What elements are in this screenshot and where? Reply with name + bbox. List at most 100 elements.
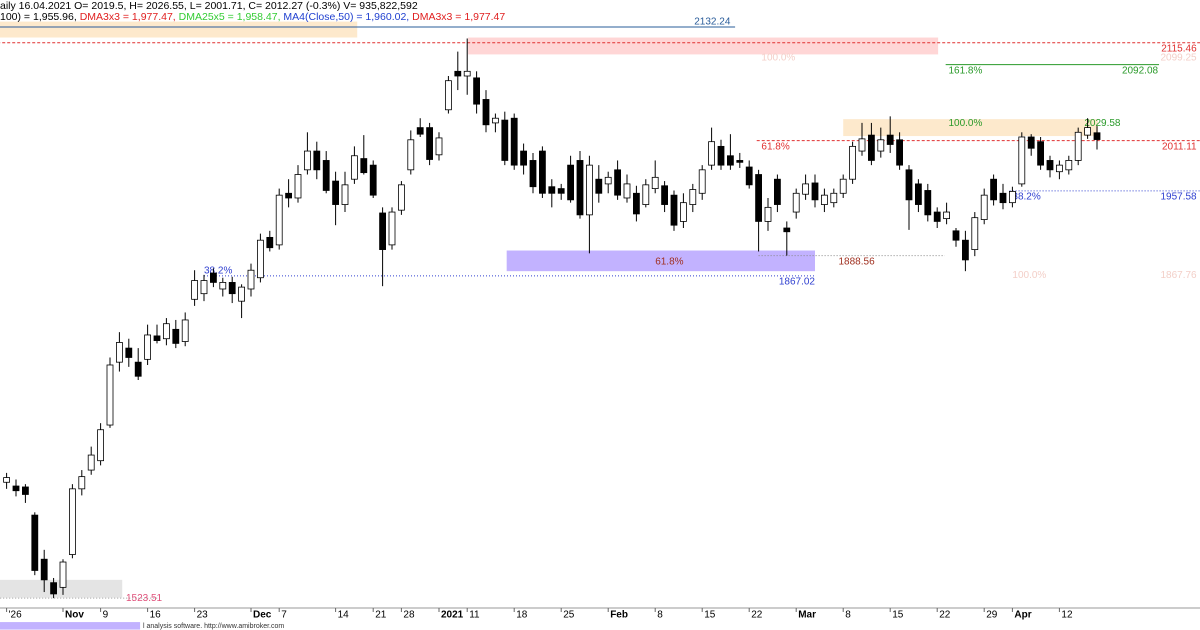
x-tick-label: 28: [403, 610, 415, 621]
level-label: 1867.76: [1160, 270, 1197, 281]
candle-body: [134, 361, 142, 377]
candle-body: [426, 127, 434, 160]
candle-body: [454, 70, 462, 77]
candle-body: [313, 150, 321, 171]
candle-body: [12, 485, 20, 492]
x-tick-label: Nov: [65, 610, 84, 621]
candle-body: [69, 488, 76, 555]
candle-body: [698, 169, 706, 194]
candle-body: [980, 194, 988, 220]
x-tick-label: 14: [338, 610, 350, 621]
candle-body: [1084, 127, 1091, 136]
candle-body: [463, 70, 471, 77]
candle-body: [962, 239, 969, 261]
level-label: 2115.46: [1161, 43, 1197, 54]
candle-body: [510, 117, 518, 166]
candle-body: [341, 184, 349, 205]
candle-body: [40, 558, 48, 581]
candle-body: [915, 183, 922, 205]
candle-body: [764, 206, 772, 222]
candle-body: [529, 160, 537, 188]
candle-body: [877, 139, 885, 152]
level-label: 100.0%: [761, 53, 795, 64]
candle-body: [623, 183, 631, 199]
candle-body: [604, 176, 612, 185]
level-label: 61.8%: [761, 141, 789, 152]
candle-body: [868, 134, 875, 161]
header-segment: DMA3x3 = 1,977.47,: [80, 11, 179, 23]
candle-body: [1056, 164, 1063, 173]
x-tick-label: 2021: [441, 610, 464, 621]
candle-body: [811, 182, 819, 201]
candle-body: [736, 160, 744, 163]
candle-body: [238, 286, 246, 302]
candle-body: [689, 189, 697, 205]
zone: [506, 250, 815, 272]
candle-body: [247, 269, 255, 290]
candle-body: [491, 117, 499, 124]
candle-body: [162, 323, 170, 340]
candle-body: [78, 476, 86, 490]
zone: [843, 119, 1098, 137]
candle-body: [87, 454, 95, 471]
candle-body: [830, 192, 838, 204]
candle-body: [285, 192, 293, 199]
x-tick-label: Apr: [1014, 610, 1031, 621]
candle-body: [792, 192, 800, 213]
candle-body: [191, 280, 199, 300]
x-tick-label: 9: [103, 610, 109, 621]
candle-body: [557, 188, 565, 194]
candle-body: [407, 139, 415, 171]
candle-body: [106, 364, 114, 426]
candle-body: [31, 514, 39, 571]
candle-body: [651, 176, 659, 189]
x-tick-label: 22: [939, 610, 951, 621]
level-label: 2011.11: [1162, 141, 1197, 152]
candle-body: [209, 272, 217, 283]
candle-body: [360, 158, 368, 174]
candle-body: [1027, 136, 1035, 149]
level-label: 100.0%: [948, 118, 982, 129]
candle-body: [576, 160, 584, 216]
candle-body: [839, 178, 847, 194]
candle-body: [943, 211, 950, 220]
x-tick-label: Feb: [610, 610, 628, 621]
candle-body: [294, 174, 302, 199]
zone: [0, 579, 123, 598]
candle-body: [802, 183, 809, 195]
candle-body: [520, 150, 527, 166]
candle-body: [153, 335, 161, 341]
x-tick-label: 8: [657, 610, 663, 621]
candle-body: [388, 211, 396, 246]
candle-body: [990, 178, 997, 201]
candle-body: [886, 134, 894, 145]
level-label: 1867.02: [779, 276, 816, 287]
candle-body: [670, 194, 678, 226]
candle-body: [999, 192, 1007, 204]
level-label: 1888.56: [839, 256, 876, 267]
candle-body: [821, 194, 828, 205]
x-tick-label: 15: [892, 610, 904, 621]
x-axis: '26 Nov 9 16 23 Dec 7 14 21 28 2021 11 18 25 Feb 8 15 22 M…: [0, 607, 1200, 621]
candle-body: [369, 164, 377, 196]
header-line: 100) = 1,955.96, DMA3x3 = 1,977.47, DMA2…: [0, 11, 505, 23]
candle-body: [379, 212, 387, 250]
candle-body: [849, 145, 856, 180]
candle-body: [745, 166, 753, 186]
level-label: 38.2%: [204, 265, 232, 276]
x-tick-label: 12: [1061, 610, 1073, 621]
candle-body: [595, 178, 603, 194]
candle-body: [727, 155, 734, 166]
x-tick-label: 25: [563, 610, 575, 621]
header-segment: aily 16.04.2021 O= 2019.5, H= 2026.55, L…: [0, 0, 418, 12]
candle-body: [50, 582, 57, 595]
candle-body: [181, 319, 189, 342]
level-label: 2099.25: [1160, 53, 1197, 64]
candle-body: [783, 227, 791, 233]
x-tick-label: 18: [516, 610, 528, 621]
candle-body: [444, 80, 452, 111]
candle-body: [586, 164, 593, 216]
candle-body: [1009, 191, 1016, 204]
x-tick-label: 21: [375, 610, 387, 621]
header-segment: 100) = 1,955.96,: [0, 11, 80, 23]
